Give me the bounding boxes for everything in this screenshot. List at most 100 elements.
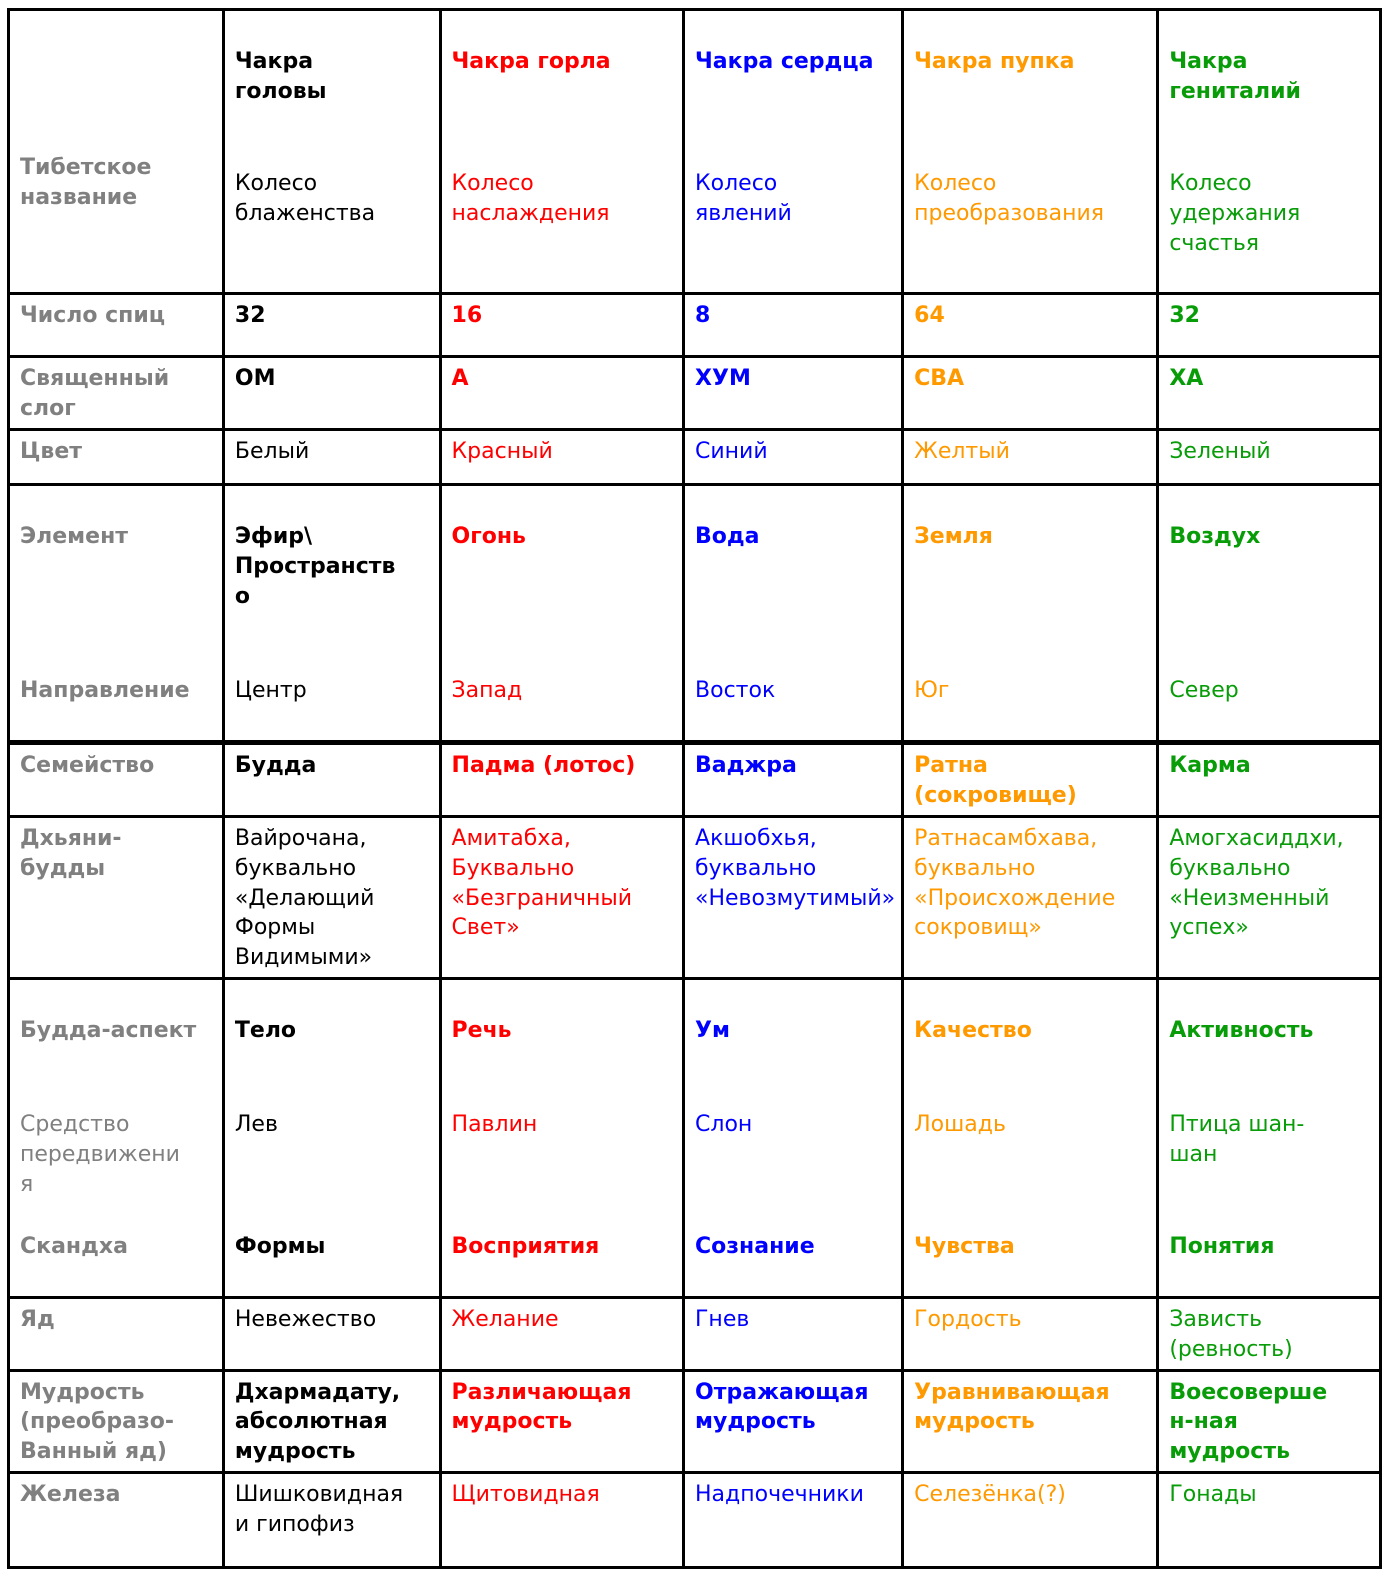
vehicle-value: Лошадь [914,1112,1006,1138]
cell-genital-title: Чакра гениталий Колесо удержания счастья [1156,7,1382,296]
skandha-value: Чувства [914,1233,1015,1259]
cell-navel-title: Чакра пупка Колесо преобразования [901,7,1160,296]
row-label-family: Семейство [7,739,225,818]
element-value: Огонь [451,524,526,550]
cell-navel-gland: Селезёнка(?) [901,1471,1160,1569]
cell-genital-spokes: 32 [1156,292,1382,359]
label-skandha: Скандха [20,1233,128,1259]
cell-genital-element: Воздух Север [1156,483,1382,744]
skandha-value: Понятия [1169,1233,1275,1259]
row-family: Семейство Будда Падма (лотос) Ваджра Рат… [7,739,1382,818]
label-vehicle: Средство передвижени я [20,1112,180,1197]
chakra-title: Чакра пупка [914,48,1075,74]
vehicle-value: Павлин [451,1112,538,1138]
row-wisdom: Мудрость (преобразо- Ванный яд) Дхармада… [7,1368,1382,1475]
cell-throat-aspect: Речь Павлин Восприятия [438,977,686,1299]
row-label-poison: Яд [7,1295,225,1372]
element-value: Эфир\ Пространств о [234,524,396,609]
vehicle-value: Слон [695,1112,753,1138]
row-label-dhyani: Дхьяни- будды [7,814,225,981]
aspect-value: Ум [695,1018,730,1044]
cell-navel-aspect: Качество Лошадь Чувства [901,977,1160,1299]
cell-heart-poison: Гнев [682,1295,905,1372]
direction-value: Восток [695,678,776,704]
cell-head-poison: Невежество [221,1295,442,1372]
element-value: Земля [914,524,993,550]
chakra-title: Чакра сердца [695,48,874,74]
cell-navel-poison: Гордость [901,1295,1160,1372]
cell-genital-color: Зеленый [1156,428,1382,487]
chakra-wheel-name: Колесо преобразования [914,170,1105,226]
cell-heart-syllable: ХУМ [682,355,905,432]
cell-genital-poison: Зависть (ревность) [1156,1295,1382,1372]
aspect-value: Речь [451,1018,512,1044]
cell-navel-color: Желтый [901,428,1160,487]
direction-value: Юг [914,678,950,704]
row-label-aspect-vehicle-skandha: Будда-аспект Средство передвижени я Скан… [7,977,225,1299]
cell-throat-family: Падма (лотос) [438,739,686,818]
direction-value: Запад [451,678,523,704]
cell-throat-gland: Щитовидная [438,1471,686,1569]
cell-genital-syllable: ХА [1156,355,1382,432]
row-aspect-vehicle-skandha: Будда-аспект Средство передвижени я Скан… [7,977,1382,1299]
cell-head-title: Чакра головы Колесо блаженства [221,7,442,296]
chakra-wheel-name: Колесо удержания счастья [1169,170,1301,256]
cell-head-dhyani: Вайрочана, буквально «Делающий Формы Вид… [221,814,442,981]
cell-head-wisdom: Дхармадату, абсолютная мудрость [221,1368,442,1475]
row-label-element-direction: Элемент Направление [7,483,225,744]
cell-genital-gland: Гонады [1156,1471,1382,1569]
row-label-spokes: Число спиц [7,292,225,359]
row-gland: Железа Шишковидная и гипофиз Щитовидная … [7,1471,1382,1569]
row-element-direction: Элемент Направление Эфир\ Пространств о … [7,483,1382,744]
row-label-gland: Железа [7,1471,225,1569]
cell-navel-spokes: 64 [901,292,1160,359]
cell-genital-wisdom: Воесоверше н-ная мудрость [1156,1368,1382,1475]
cell-throat-spokes: 16 [438,292,686,359]
cell-throat-dhyani: Амитабха, Буквально «Безграничный Свет» [438,814,686,981]
cell-navel-wisdom: Уравнивающая мудрость [901,1368,1160,1475]
chakra-title: Чакра гениталий [1169,48,1301,104]
direction-value: Север [1169,678,1239,704]
row-dhyani: Дхьяни- будды Вайрочана, буквально «Дела… [7,814,1382,981]
element-value: Воздух [1169,524,1261,550]
cell-heart-color: Синий [682,428,905,487]
row-label-wisdom: Мудрость (преобразо- Ванный яд) [7,1368,225,1475]
cell-throat-element: Огонь Запад [438,483,686,744]
row-poison: Яд Невежество Желание Гнев Гордость Зави… [7,1295,1382,1372]
aspect-value: Активность [1169,1018,1314,1044]
label-aspect: Будда-аспект [20,1018,197,1044]
skandha-value: Сознание [695,1233,815,1259]
chakra-comparison-table: Тибетское название Чакра головы Колесо б… [7,7,1382,1569]
cell-heart-spokes: 8 [682,292,905,359]
cell-heart-element: Вода Восток [682,483,905,744]
chakra-wheel-name: Колесо явлений [695,170,792,226]
cell-genital-family: Карма [1156,739,1382,818]
cell-head-family: Будда [221,739,442,818]
label-element: Элемент [20,524,129,550]
label-text: Тибетское название [20,154,152,210]
cell-genital-aspect: Активность Птица шан- шан Понятия [1156,977,1382,1299]
row-tibetan-name: Тибетское название Чакра головы Колесо б… [7,7,1382,296]
aspect-value: Качество [914,1018,1032,1044]
chakra-title: Чакра головы [234,48,327,104]
row-label-syllable: Священный слог [7,355,225,432]
row-syllable: Священный слог ОМ А ХУМ СВА ХА [7,355,1382,432]
cell-heart-title: Чакра сердца Колесо явлений [682,7,905,296]
cell-head-color: Белый [221,428,442,487]
chakra-wheel-name: Колесо блаженства [234,170,376,226]
chakra-wheel-name: Колесо наслаждения [451,170,610,226]
cell-head-aspect: Тело Лев Формы [221,977,442,1299]
cell-head-spokes: 32 [221,292,442,359]
cell-throat-syllable: А [438,355,686,432]
cell-heart-aspect: Ум Слон Сознание [682,977,905,1299]
cell-head-element: Эфир\ Пространств о Центр [221,483,442,744]
cell-navel-element: Земля Юг [901,483,1160,744]
cell-throat-poison: Желание [438,1295,686,1372]
row-spokes: Число спиц 32 16 8 64 32 [7,292,1382,359]
cell-genital-dhyani: Амогхасиддхи, буквально «Неизменный успе… [1156,814,1382,981]
label-direction: Направление [20,678,190,704]
row-label-color: Цвет [7,428,225,487]
cell-navel-syllable: СВА [901,355,1160,432]
cell-heart-wisdom: Отражающая мудрость [682,1368,905,1475]
cell-navel-dhyani: Ратнасамбхава, буквально «Происхождение … [901,814,1160,981]
